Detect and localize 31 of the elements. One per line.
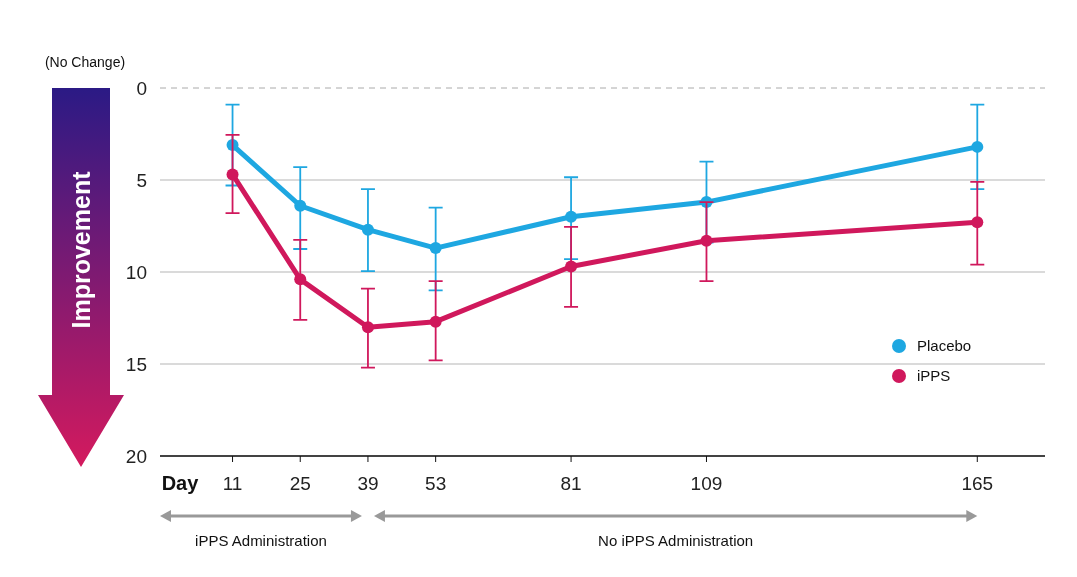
legend-label: Placebo [917, 337, 972, 355]
legend-label: iPPS [917, 367, 951, 385]
x-tick-label: 25 [289, 473, 311, 494]
x-tick-label: 11 [222, 473, 243, 494]
text: Improvement [66, 170, 95, 329]
point [971, 216, 984, 229]
y-tick-label: 0 [136, 77, 147, 99]
x-tick-label: 109 [690, 473, 723, 494]
y-tick-label: 20 [125, 445, 147, 467]
text: iPPS Administration [195, 532, 327, 549]
point [294, 199, 307, 212]
x-tick-label: 39 [357, 473, 379, 494]
y-tick-label: 5 [136, 169, 147, 191]
x-tick-label: 165 [961, 473, 994, 494]
y-tick-label: 15 [125, 353, 147, 375]
x-axis-title: Day [161, 472, 200, 494]
point [971, 140, 984, 153]
text: (No Change) [44, 54, 126, 70]
point [429, 242, 442, 255]
point [565, 260, 578, 273]
point [294, 273, 307, 286]
point [361, 321, 374, 334]
point [361, 223, 374, 236]
point [429, 315, 442, 328]
x-tick-label: 81 [560, 473, 582, 494]
text: No iPPS Administration [598, 532, 754, 549]
point [700, 234, 713, 247]
y-tick-label: 10 [125, 261, 147, 283]
point [565, 210, 578, 223]
point [226, 168, 239, 181]
x-tick-label: 53 [425, 473, 447, 494]
